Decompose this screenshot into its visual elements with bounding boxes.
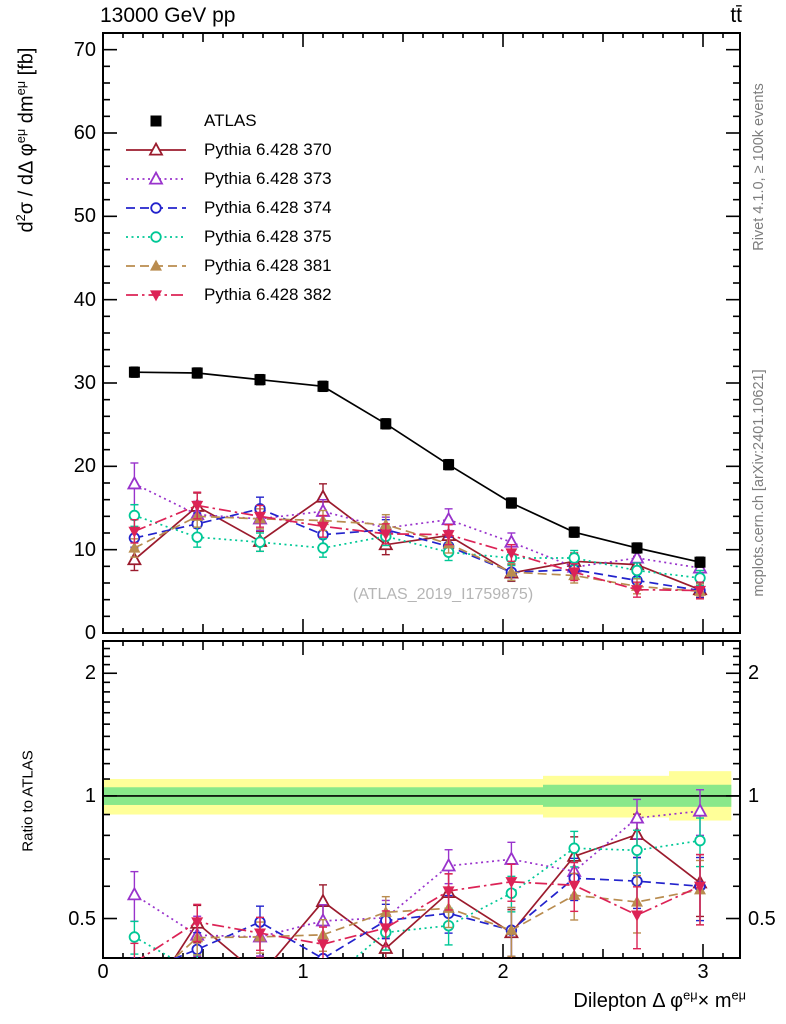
legend-label: ATLAS xyxy=(204,110,257,130)
legend-marker xyxy=(126,259,186,271)
process-label: tt̄ xyxy=(730,4,742,27)
legend-item-3: Pythia 6.428 374 xyxy=(124,193,332,222)
main-y-tick-label: 40 xyxy=(73,288,96,311)
legend-item-5: Pythia 6.428 381 xyxy=(124,251,332,280)
main-y-tick-label: 70 xyxy=(73,38,96,61)
legend-marker xyxy=(126,201,186,214)
legend-label: Pythia 6.428 381 xyxy=(204,255,332,275)
main-y-tick-label: 50 xyxy=(73,205,96,228)
main-y-tick-label: 10 xyxy=(73,538,96,561)
beam-energy-label: 13000 GeV pp xyxy=(100,4,236,27)
mcplots-arxiv-note: mcplots.cern.ch [arXiv:2401.10621] xyxy=(751,369,767,597)
legend-item-6: Pythia 6.428 382 xyxy=(124,280,332,309)
main-y-tick-label: 20 xyxy=(73,455,96,478)
ratio-panel-series xyxy=(126,789,708,958)
ratio-y-tick-label-left: 0.5 xyxy=(68,907,96,930)
main-panel-series xyxy=(126,366,708,600)
ratio-y-tick-label-right: 2 xyxy=(748,662,760,685)
legend-item-4: Pythia 6.428 375 xyxy=(124,222,332,251)
legend-item-0: ATLAS xyxy=(124,106,332,135)
main-y-tick-label: 60 xyxy=(73,122,96,144)
legend-marker xyxy=(126,230,186,243)
x-tick-label: 2 xyxy=(497,961,509,983)
legend-label: Pythia 6.428 370 xyxy=(204,139,332,159)
ratio-uncertainty-bands xyxy=(103,771,740,821)
analysis-id-watermark: (ATLAS_2019_I1759875) xyxy=(352,586,534,603)
x-tick-label: 1 xyxy=(297,961,309,983)
ratio-y-tick-label-right: 1 xyxy=(748,784,760,807)
legend-label: Pythia 6.428 374 xyxy=(204,197,332,217)
x-tick-label: 3 xyxy=(697,961,709,983)
legend-label: Pythia 6.428 382 xyxy=(204,284,332,304)
ratio-y-tick-label-right: 0.5 xyxy=(748,907,776,930)
x-tick-label: 0 xyxy=(97,961,109,983)
ratio-y-axis-title: Ratio to ATLAS xyxy=(19,750,37,852)
rivet-version-note: Rivet 4.1.0, ≥ 100k events xyxy=(751,83,767,251)
legend-marker xyxy=(126,141,186,155)
legend-label: Pythia 6.428 375 xyxy=(204,226,332,246)
axis-ticks xyxy=(103,33,740,959)
main-y-axis-title: d2σ / dΔ φeμ dmeμ [fb] xyxy=(12,47,38,233)
main-y-tick-label: 0 xyxy=(84,622,96,644)
legend-marker xyxy=(150,115,162,126)
legend-marker xyxy=(126,289,186,301)
ratio-y-tick-label-left: 1 xyxy=(84,784,96,807)
legend: ATLAS Pythia 6.428 370 Pythia 6.428 373 Pyt… xyxy=(124,106,332,309)
legend-label: Pythia 6.428 373 xyxy=(204,168,332,188)
x-axis-title: Dilepton Δ φeμ× meμ xyxy=(573,987,746,1012)
legend-item-1: Pythia 6.428 370 xyxy=(124,135,332,164)
main-y-tick-label: 30 xyxy=(73,372,96,394)
legend-item-2: Pythia 6.428 373 xyxy=(124,164,332,193)
ratio-y-tick-label-left: 2 xyxy=(84,662,96,685)
legend-marker xyxy=(126,170,186,184)
